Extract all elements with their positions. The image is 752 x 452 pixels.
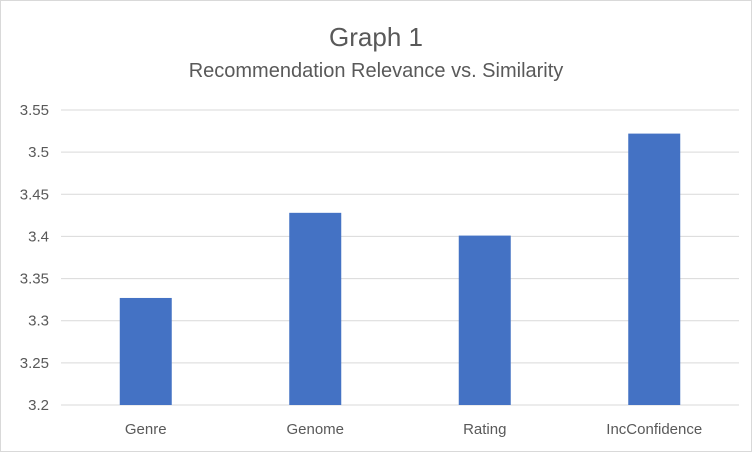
y-tick-label: 3.3 bbox=[28, 313, 49, 330]
y-tick-label: 3.35 bbox=[20, 271, 49, 288]
y-tick-label: 3.45 bbox=[20, 186, 49, 203]
x-tick-label: IncConfidence bbox=[606, 421, 702, 438]
bar-incconfidence bbox=[628, 133, 681, 405]
bar-genome bbox=[289, 212, 342, 405]
bar-genre bbox=[119, 297, 172, 405]
chart-title: Graph 1 bbox=[329, 22, 423, 52]
y-tick-label: 3.55 bbox=[20, 102, 49, 119]
y-tick-label: 3.4 bbox=[28, 228, 49, 245]
bar-rating bbox=[458, 235, 511, 405]
x-tick-label: Genome bbox=[286, 421, 344, 438]
chart-subtitle: Recommendation Relevance vs. Similarity bbox=[188, 60, 564, 82]
y-tick-label: 3.2 bbox=[28, 397, 49, 414]
y-tick-label: 3.5 bbox=[28, 144, 49, 161]
x-tick-label: Genre bbox=[125, 421, 167, 438]
y-tick-label: 3.25 bbox=[20, 355, 49, 372]
x-tick-label: Rating bbox=[463, 421, 506, 438]
